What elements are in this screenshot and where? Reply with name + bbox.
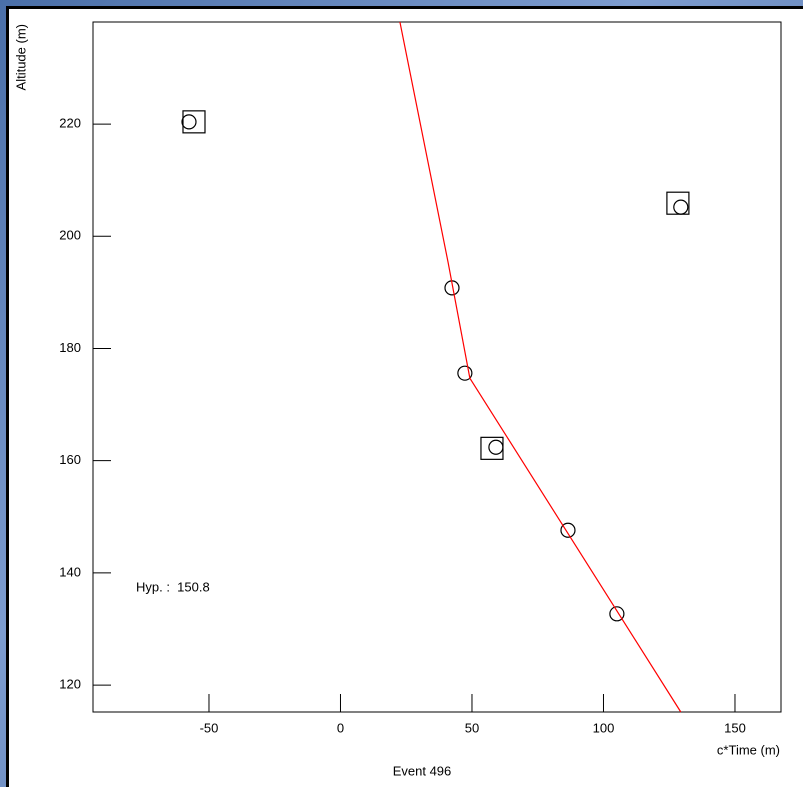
point-square bbox=[480, 436, 504, 460]
point-square bbox=[182, 110, 206, 134]
x-tick-label: 0 bbox=[337, 720, 344, 735]
x-axis-title: c*Time (m) bbox=[717, 742, 780, 757]
x-tick-label: -50 bbox=[200, 720, 219, 735]
y-tick-label: 200 bbox=[59, 228, 81, 243]
plot-frame bbox=[92, 21, 782, 713]
y-tick-label: 160 bbox=[59, 452, 81, 467]
caption: Event 496 bbox=[393, 763, 452, 778]
x-tick-label: 100 bbox=[593, 720, 615, 735]
canvas bbox=[9, 9, 803, 787]
y-tick-label: 220 bbox=[59, 116, 81, 131]
y-axis-title: Altitude (m) bbox=[13, 24, 28, 90]
x-tick-label: 50 bbox=[465, 720, 479, 735]
point-circle bbox=[609, 606, 625, 622]
point-circle bbox=[181, 114, 197, 130]
annotation: Hyp. : 150.8 bbox=[136, 579, 210, 594]
y-tick-label: 180 bbox=[59, 340, 81, 355]
x-tick-label: 150 bbox=[724, 720, 746, 735]
point-circle bbox=[457, 365, 473, 381]
y-tick-label: 120 bbox=[59, 677, 81, 692]
y-tick-label: 140 bbox=[59, 564, 81, 579]
point-square bbox=[666, 191, 690, 215]
fit-line bbox=[399, 21, 682, 713]
point-circle bbox=[560, 522, 576, 538]
